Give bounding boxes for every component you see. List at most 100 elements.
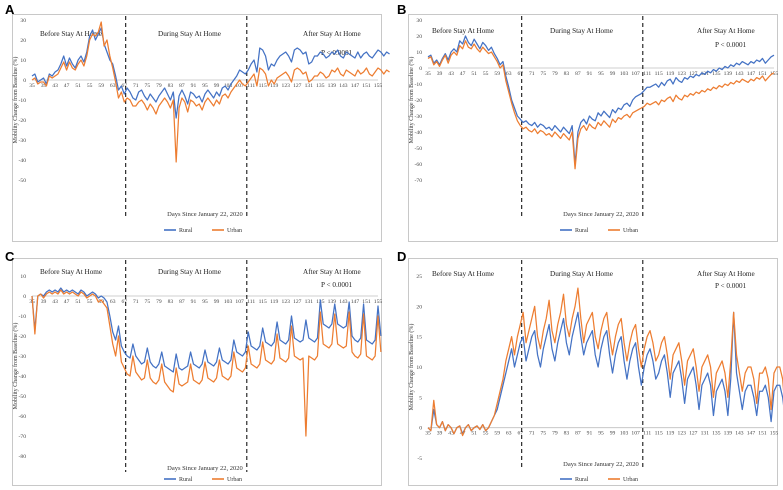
y-axis-label-a: Mobility Change from Baseline (%): [12, 57, 19, 144]
phase-label-b-1: During Stay At Home: [550, 27, 613, 35]
x-tick-label-d-26: 139: [724, 431, 733, 437]
x-tick-label-b-27: 143: [735, 71, 744, 77]
x-tick-label-d-12: 83: [564, 431, 570, 437]
y-tick-label-a-3: 0: [23, 78, 26, 84]
phase-label-c-2: After Stay At Home: [303, 268, 361, 276]
y-tick-label-c-8: -70: [19, 434, 27, 440]
p-value-a: P < 0.0001: [321, 49, 353, 57]
y-tick-label-c-2: -10: [19, 314, 27, 320]
x-tick-label-c-23: 127: [293, 299, 302, 305]
x-tick-label-b-2: 43: [448, 71, 454, 77]
x-tick-label-c-13: 87: [179, 299, 185, 305]
x-tick-label-c-17: 103: [224, 299, 233, 305]
x-tick-label-a-4: 51: [75, 83, 81, 89]
y-tick-label-a-8: -50: [19, 178, 27, 184]
y-tick-label-a-2: 10: [20, 58, 26, 64]
x-axis-label-d: Days Since January 22, 2020: [563, 461, 639, 468]
y-tick-label-a-0: 30: [20, 18, 26, 24]
x-tick-label-d-9: 71: [529, 431, 535, 437]
x-tick-label-b-1: 39: [437, 71, 443, 77]
x-tick-label-a-0: 35: [29, 83, 35, 89]
x-tick-label-b-18: 107: [631, 71, 640, 77]
x-tick-label-a-24: 131: [305, 83, 314, 89]
x-tick-label-d-16: 99: [610, 431, 616, 437]
y-tick-label-d-3: 10: [416, 365, 422, 371]
x-tick-label-b-14: 91: [587, 71, 593, 77]
y-tick-label-c-9: -80: [19, 454, 27, 460]
y-tick-label-b-3: 0: [419, 66, 422, 72]
legend-label-c-urban: Urban: [227, 477, 242, 483]
x-tick-label-b-30: 155: [770, 71, 779, 77]
x-tick-label-c-26: 139: [328, 299, 337, 305]
x-tick-label-b-26: 139: [724, 71, 733, 77]
panel-label-a: A: [5, 2, 15, 17]
x-tick-label-b-3: 47: [460, 71, 466, 77]
x-tick-label-c-14: 91: [191, 299, 197, 305]
x-tick-label-d-2: 43: [448, 431, 454, 437]
x-tick-label-c-5: 55: [87, 299, 93, 305]
x-tick-label-a-11: 79: [156, 83, 162, 89]
y-tick-label-d-6: -5: [417, 456, 422, 462]
y-tick-label-c-1: 0: [23, 294, 26, 300]
legend-label-a-urban: Urban: [227, 228, 242, 234]
x-tick-label-a-23: 127: [293, 83, 302, 89]
x-tick-label-a-20: 115: [259, 83, 267, 89]
series-line-c-rural: [31, 287, 382, 373]
x-tick-label-c-2: 43: [52, 299, 58, 305]
x-tick-label-b-13: 87: [575, 71, 581, 77]
x-tick-label-d-25: 135: [712, 431, 721, 437]
x-tick-label-a-3: 47: [64, 83, 70, 89]
phase-label-d-0: Before Stay At Home: [432, 270, 494, 278]
phase-label-d-2: After Stay At Home: [697, 270, 755, 278]
x-tick-label-c-30: 155: [374, 299, 383, 305]
x-tick-label-c-1: 39: [41, 299, 47, 305]
y-tick-label-b-4: -10: [415, 82, 423, 88]
x-tick-label-b-12: 83: [564, 71, 570, 77]
y-tick-label-c-4: -30: [19, 354, 27, 360]
x-axis-label-c: Days Since January 22, 2020: [167, 465, 243, 472]
x-tick-label-c-24: 131: [305, 299, 314, 305]
y-tick-label-b-10: -70: [415, 178, 423, 184]
phase-label-a-0: Before Stay At Home: [40, 30, 102, 38]
x-tick-label-a-12: 83: [168, 83, 174, 89]
y-axis-label-c: Mobility Change from Baseline (%): [12, 323, 19, 410]
series-line-b-rural: [427, 35, 775, 165]
phase-label-b-0: Before Stay At Home: [432, 27, 494, 35]
x-tick-label-b-10: 75: [541, 71, 547, 77]
y-tick-label-a-4: -10: [19, 98, 27, 104]
x-tick-label-a-30: 155: [374, 83, 383, 89]
phase-label-c-1: During Stay At Home: [158, 268, 221, 276]
x-tick-label-d-19: 111: [643, 431, 651, 437]
x-tick-label-a-2: 43: [52, 83, 58, 89]
x-tick-label-d-27: 143: [735, 431, 744, 437]
x-tick-label-c-27: 143: [339, 299, 348, 305]
x-tick-label-c-8: 67: [121, 299, 127, 305]
x-tick-label-b-8: 67: [517, 71, 523, 77]
x-tick-label-d-10: 75: [541, 431, 547, 437]
y-tick-label-b-7: -40: [415, 130, 423, 136]
y-tick-label-b-6: -30: [415, 114, 423, 120]
x-axis-label-b: Days Since January 22, 2020: [563, 211, 639, 218]
x-tick-label-c-15: 95: [202, 299, 208, 305]
x-tick-label-c-7: 63: [110, 299, 116, 305]
legend-label-b-urban: Urban: [623, 228, 638, 234]
y-tick-label-a-5: -20: [19, 118, 27, 124]
x-tick-label-c-6: 59: [98, 299, 104, 305]
x-tick-label-d-28: 147: [747, 431, 756, 437]
phase-label-c-0: Before Stay At Home: [40, 268, 102, 276]
x-tick-label-c-11: 79: [156, 299, 162, 305]
x-tick-label-b-6: 59: [494, 71, 500, 77]
x-tick-label-b-23: 127: [689, 71, 698, 77]
x-tick-label-d-18: 107: [631, 431, 640, 437]
y-tick-label-c-7: -60: [19, 414, 27, 420]
x-tick-label-a-15: 95: [202, 83, 208, 89]
y-tick-label-c-6: -50: [19, 394, 27, 400]
legend-label-c-rural: Rural: [179, 477, 193, 483]
phase-label-b-2: After Stay At Home: [697, 27, 755, 35]
panel-label-b: B: [397, 2, 407, 17]
x-tick-label-b-28: 147: [747, 71, 756, 77]
y-tick-label-a-1: 20: [20, 38, 26, 44]
x-tick-label-d-17: 103: [620, 431, 629, 437]
y-tick-label-d-1: 20: [416, 304, 422, 310]
x-tick-label-c-19: 111: [247, 299, 255, 305]
